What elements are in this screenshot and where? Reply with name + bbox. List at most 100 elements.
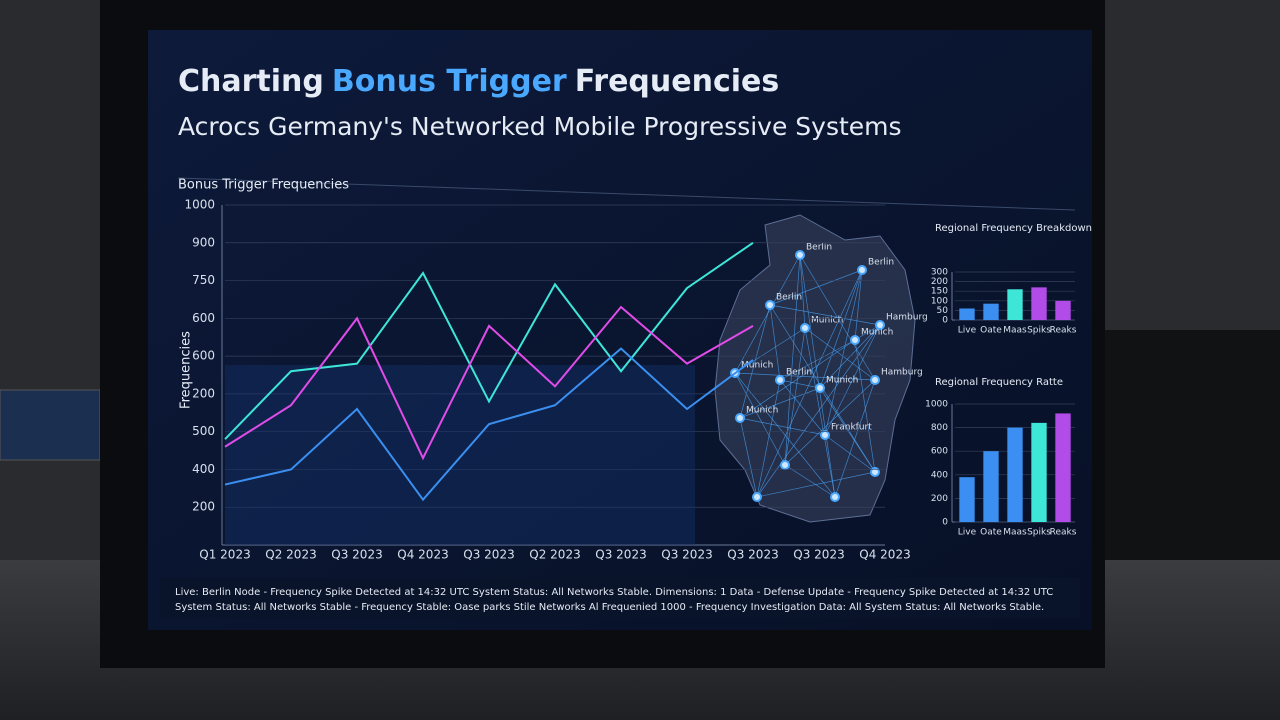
map-link	[854, 269, 863, 341]
line-series	[224, 241, 754, 440]
bar	[1055, 300, 1071, 320]
map-link	[824, 434, 876, 473]
map-link	[739, 417, 826, 436]
y-tick-label: 100	[931, 296, 948, 306]
germany-map	[714, 214, 916, 523]
x-tick-label: Q3 2023	[661, 548, 712, 562]
map-node	[830, 492, 840, 502]
title-part: Frequencies	[575, 64, 780, 99]
x-tick-label: Reaks	[1050, 326, 1077, 336]
y-tick-label: 600	[192, 349, 215, 363]
y-tick-label: 900	[192, 235, 215, 249]
y-tick-label: 0	[942, 518, 948, 528]
x-tick-label: Oate	[980, 528, 1002, 538]
map-node	[800, 323, 810, 333]
ticker: Live: Berlin Node - Frequency Spike Dete…	[175, 587, 1053, 598]
y-tick-label: 200	[192, 500, 215, 514]
map-label: Munich	[861, 328, 893, 338]
plot-shade	[225, 365, 695, 545]
map-node	[775, 375, 785, 385]
map-label: Berlin	[786, 368, 812, 378]
y-tick-label: 500	[192, 424, 215, 438]
map-link	[854, 339, 876, 473]
y-tick-label: 50	[937, 306, 949, 316]
bar	[1031, 287, 1047, 320]
x-tick-label: Spiks	[1027, 528, 1051, 538]
x-tick-label: Q3 2023	[793, 548, 844, 562]
map-link	[734, 372, 876, 381]
x-tick-label: Q3 2023	[331, 548, 382, 562]
map-node	[820, 430, 830, 440]
map-label: Munich	[741, 361, 773, 371]
map-link	[769, 269, 863, 306]
title: Charting Bonus Trigger Frequencies	[178, 64, 779, 99]
map-node	[752, 492, 762, 502]
x-tick-label: Q1 2023	[199, 548, 250, 562]
map-node	[780, 460, 790, 470]
map-link	[769, 304, 881, 326]
bar	[959, 477, 975, 522]
ticker: System Status: All Networks Stable - Fre…	[175, 602, 1044, 613]
map-link	[756, 471, 876, 498]
x-tick-label: Q2 2023	[529, 548, 580, 562]
map-link	[769, 304, 781, 381]
map-label: Berlin	[776, 293, 802, 303]
y-tick-label: 0	[942, 316, 948, 326]
x-tick-label: Oate	[980, 326, 1002, 336]
map-label: Munich	[811, 316, 843, 326]
map-node	[857, 265, 867, 275]
y-tick-label: 200	[931, 277, 948, 287]
map-link	[824, 269, 863, 436]
x-tick-label: Q3 2023	[595, 548, 646, 562]
title-highlight: Bonus Trigger	[332, 64, 567, 99]
y-tick-label: 150	[931, 287, 948, 297]
map-link	[739, 304, 771, 419]
subtitle: Acrocs Germany's Networked Mobile Progre…	[178, 112, 902, 141]
map-node	[765, 300, 775, 310]
map-label: Hamburg	[886, 313, 928, 323]
map-node	[870, 467, 880, 477]
x-tick-label: Live	[958, 326, 977, 336]
bar	[1055, 413, 1071, 522]
x-tick-label: Q4 2023	[397, 548, 448, 562]
map-link	[756, 379, 781, 498]
map-link	[739, 417, 758, 498]
map-node	[870, 375, 880, 385]
y-tick-label: 300	[931, 268, 948, 278]
bar	[1007, 427, 1023, 522]
chart-title: Regional Frequency Ratte	[935, 377, 1063, 388]
map-link	[779, 339, 856, 381]
map-link	[739, 339, 856, 419]
bar	[1031, 422, 1047, 522]
map-network: Berlin Berlin Berlin Munich Hamburg Munich Mun…	[730, 243, 928, 502]
title-part: Charting	[178, 64, 324, 99]
y-tick-label: 400	[931, 470, 948, 480]
map-node	[875, 320, 885, 330]
y-tick-label: 1000	[184, 198, 215, 212]
map-label: Hamburg	[881, 368, 923, 378]
x-tick-label: Q3 2023	[727, 548, 778, 562]
server-rack	[1105, 330, 1280, 560]
y-tick-label: 600	[192, 311, 215, 325]
x-tick-label: Spiks	[1027, 326, 1051, 336]
map-link	[739, 387, 821, 419]
map-link	[756, 269, 863, 498]
bar	[959, 308, 975, 320]
map-link	[819, 387, 876, 473]
y-tick-label: 800	[931, 423, 948, 433]
map-link	[784, 254, 801, 466]
y-tick-label: 200	[931, 494, 948, 504]
line-series	[224, 305, 754, 461]
x-tick-label: Q3 2023	[463, 548, 514, 562]
screen	[148, 30, 1092, 630]
map-node	[795, 250, 805, 260]
monitor	[0, 389, 101, 461]
y-tick-label: 750	[192, 273, 215, 287]
x-tick-label: Live	[958, 528, 977, 538]
divider	[177, 177, 1076, 211]
map-link	[819, 269, 863, 389]
map-link	[756, 324, 881, 498]
map-label: Munich	[826, 376, 858, 386]
x-tick-label: Q2 2023	[265, 548, 316, 562]
